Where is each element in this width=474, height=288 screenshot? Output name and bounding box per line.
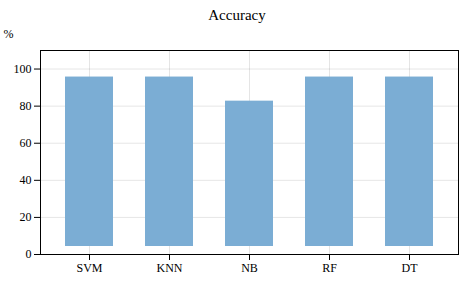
svg-text:60: 60 xyxy=(20,136,32,150)
svg-text:RF: RF xyxy=(322,261,337,275)
svg-text:%: % xyxy=(4,27,14,41)
svg-text:20: 20 xyxy=(20,210,32,224)
svg-text:40: 40 xyxy=(20,173,32,187)
svg-text:0: 0 xyxy=(26,247,32,261)
svg-text:100: 100 xyxy=(14,62,32,76)
svg-text:SVM: SVM xyxy=(76,261,102,275)
svg-text:80: 80 xyxy=(20,99,32,113)
html-text:Accuracy: Accuracy xyxy=(208,7,266,23)
svg-text:KNN: KNN xyxy=(157,261,183,275)
svg-text:DT: DT xyxy=(402,261,419,275)
svg-text:NB: NB xyxy=(241,261,258,275)
